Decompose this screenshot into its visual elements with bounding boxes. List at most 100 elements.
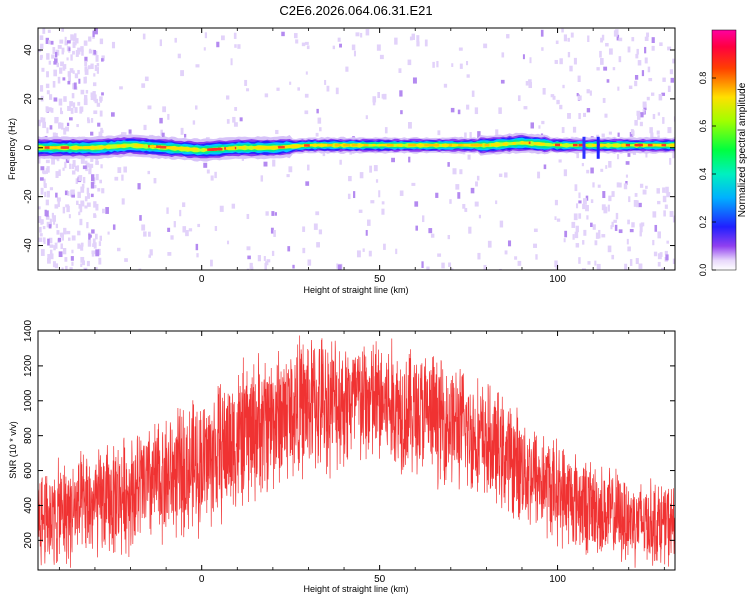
- spectrogram-speckle: [583, 198, 587, 205]
- spectrogram-speckle: [64, 36, 67, 44]
- spectrogram-speckle: [226, 95, 230, 100]
- spectrogram-speckle: [62, 66, 66, 71]
- spectrogram-speckle: [63, 227, 67, 235]
- spectrogram-speckle: [659, 42, 663, 47]
- spectrogram-speckle: [62, 64, 67, 70]
- spectrogram-speckle: [80, 46, 84, 52]
- spectrogram-speckle: [316, 108, 319, 114]
- spectrogram-xtick-label: 100: [549, 274, 566, 285]
- spectrogram-hotspot: [336, 143, 341, 147]
- spectrogram-speckle: [105, 207, 109, 214]
- spectrogram-speckle: [179, 209, 182, 217]
- spectrogram-speckle: [61, 47, 65, 53]
- spectrogram-speckle: [49, 125, 53, 130]
- snr-xtick-label: 100: [549, 574, 566, 585]
- spectrogram-speckle: [59, 67, 63, 74]
- spectrogram-speckle: [563, 169, 568, 177]
- spectrogram-speckle: [592, 224, 596, 230]
- spectrogram-speckle: [80, 89, 85, 95]
- spectrogram-speckle: [642, 189, 647, 195]
- spectrogram-hotspot: [187, 147, 196, 151]
- spectrogram-hotspot: [278, 145, 285, 149]
- spectrogram-speckle: [362, 248, 365, 252]
- spectrogram-speckle: [67, 105, 71, 111]
- spectrogram-speckle: [414, 201, 419, 207]
- spectrogram-speckle: [642, 109, 645, 114]
- spectrogram-speckle: [359, 172, 364, 179]
- spectrogram-speckle: [121, 174, 124, 181]
- spectrogram-speckle: [42, 121, 47, 129]
- spectrogram-speckle: [149, 249, 153, 256]
- spectrogram-speckle: [59, 122, 63, 128]
- spectrogram-speckle: [143, 231, 147, 237]
- spectrogram-speckle: [559, 104, 563, 110]
- spectrogram-speckle: [57, 200, 60, 207]
- spectrogram-speckle: [570, 32, 574, 38]
- spectrogram-speckle: [602, 191, 606, 199]
- snr-line-area: [38, 335, 675, 568]
- spectrogram-hotspot: [286, 145, 294, 148]
- spectrogram-speckle: [305, 71, 308, 75]
- spectrogram-speckle: [576, 151, 580, 159]
- spectrogram-speckle: [554, 260, 558, 268]
- spectrogram-speckle: [629, 259, 633, 266]
- spectrogram-speckle: [633, 199, 638, 207]
- spectrogram-speckle: [67, 71, 71, 77]
- spectrogram-speckle: [142, 33, 146, 40]
- spectrogram-speckle: [542, 87, 546, 95]
- snr-series-line: [38, 335, 675, 568]
- spectrogram-speckle: [597, 235, 601, 239]
- spectrogram-speckle: [637, 60, 642, 66]
- spectrogram-speckle: [600, 37, 603, 43]
- spectrogram-speckle: [59, 39, 64, 44]
- spectrogram-speckle: [148, 254, 152, 258]
- spectrogram-speckle: [90, 118, 94, 123]
- spectrogram-speckle: [373, 165, 378, 172]
- spectrogram-speckle: [91, 229, 95, 234]
- spectrogram-speckle: [86, 187, 90, 195]
- spectrogram-speckle: [62, 206, 66, 214]
- spectrogram-speckle: [166, 207, 169, 214]
- spectrogram-speckle: [93, 201, 97, 208]
- spectrogram-speckle: [274, 212, 277, 216]
- spectrogram-speckle: [184, 133, 187, 138]
- spectrogram-speckle: [627, 152, 631, 157]
- spectrogram-speckle: [197, 223, 201, 228]
- spectrogram-hotspot: [92, 146, 98, 149]
- spectrogram-hotspot: [263, 146, 270, 149]
- spectrogram-speckle: [435, 192, 439, 198]
- spectrogram-speckle: [90, 155, 94, 162]
- spectrogram-speckle: [61, 51, 65, 55]
- spectrogram-hotspot: [539, 142, 545, 146]
- spectrogram-xtick-label: 0: [199, 274, 205, 285]
- spectrogram-speckle: [161, 132, 165, 138]
- spectrogram-speckle: [353, 50, 356, 57]
- spectrogram-speckle: [39, 35, 44, 41]
- spectrogram-speckle: [646, 96, 650, 101]
- snr-ytick-label: 800: [23, 427, 34, 444]
- spectrogram-speckle: [97, 248, 101, 256]
- spectrogram-speckle: [62, 167, 65, 171]
- spectrogram-speckle: [54, 242, 58, 249]
- spectrogram-speckle: [297, 87, 300, 91]
- spectrogram-speckle: [64, 257, 68, 262]
- spectrogram-speckle: [188, 228, 193, 232]
- spectrogram-ytick-label: -20: [23, 189, 34, 204]
- spectrogram-speckle: [459, 169, 463, 175]
- spectrogram-speckle: [372, 96, 377, 103]
- spectrogram-speckle: [466, 74, 470, 78]
- spectrogram-speckle: [275, 129, 279, 135]
- spectrogram-speckle: [98, 241, 102, 247]
- spectrogram-speckle: [47, 107, 52, 112]
- spectrogram-speckle: [80, 256, 85, 263]
- spectrogram-speckle: [602, 97, 606, 103]
- spectrogram-speckle: [535, 254, 538, 260]
- spectrogram-speckle: [648, 77, 653, 82]
- spectrogram-speckle: [71, 235, 76, 241]
- spectrogram-speckle: [469, 131, 472, 138]
- spectrogram-speckle: [56, 230, 60, 235]
- spectrogram-speckle: [111, 41, 116, 49]
- spectrogram-speckle: [639, 121, 643, 127]
- spectrogram-speckle: [90, 63, 94, 70]
- spectrogram-speckle: [233, 122, 238, 127]
